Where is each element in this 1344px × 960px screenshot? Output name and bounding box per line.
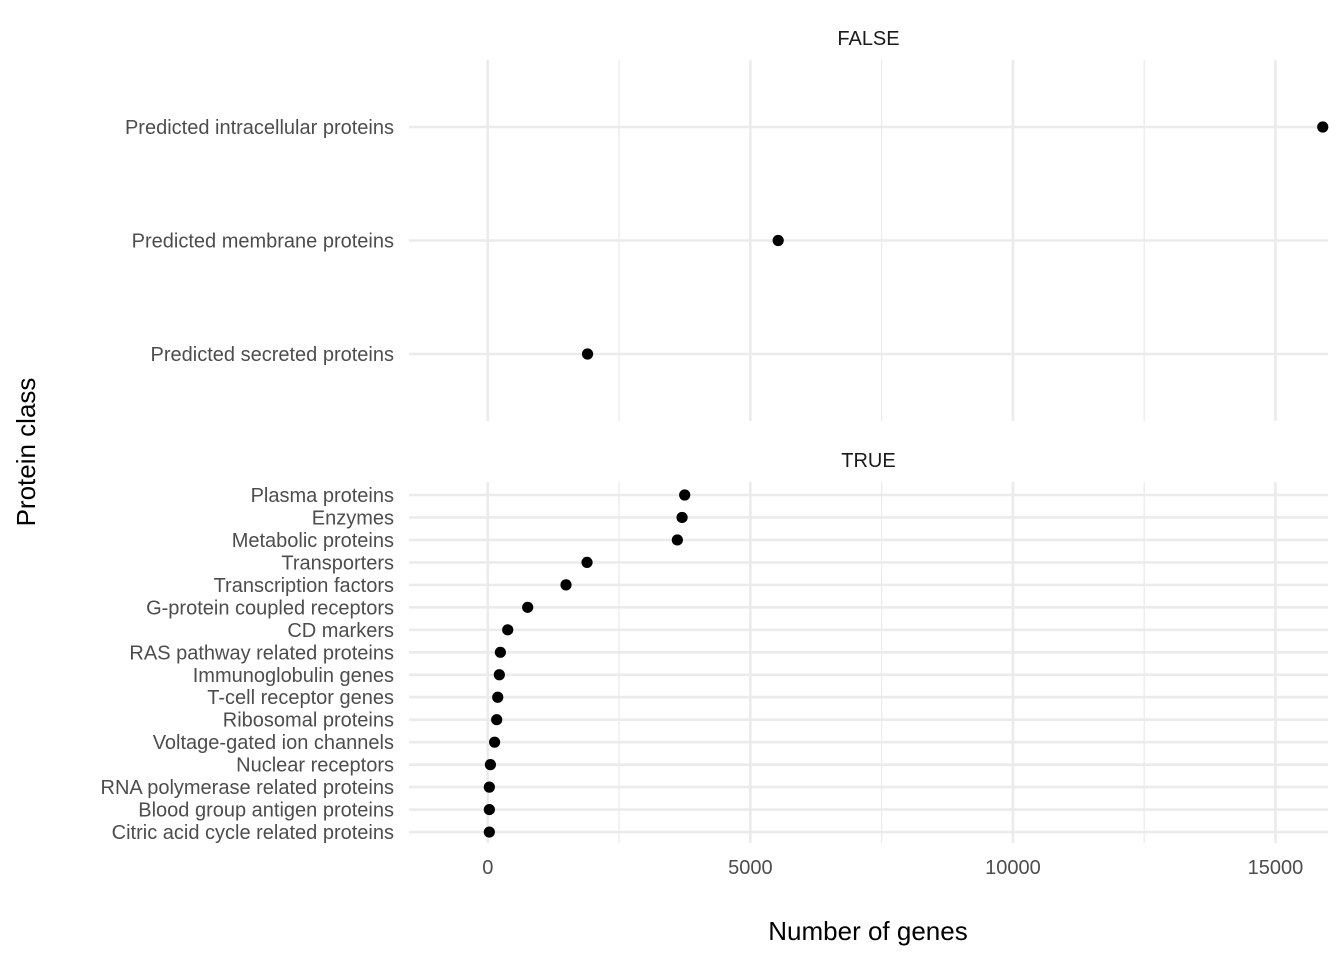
y-tick-label: CD markers bbox=[287, 620, 394, 642]
y-tick-label: G-protein coupled receptors bbox=[146, 597, 394, 619]
y-tick-label: Predicted intracellular proteins bbox=[125, 117, 394, 139]
y-tick-label: Metabolic proteins bbox=[232, 530, 394, 552]
x-tick-label: 0 bbox=[482, 857, 493, 879]
data-point bbox=[492, 691, 504, 703]
data-point bbox=[483, 781, 495, 793]
data-point bbox=[488, 736, 501, 748]
y-tick-label: Nuclear receptors bbox=[236, 755, 394, 777]
strip-label-false: FALSE bbox=[837, 28, 899, 50]
y-axis-title: Protein class bbox=[11, 378, 41, 527]
data-point bbox=[560, 579, 572, 591]
data-point bbox=[491, 714, 503, 726]
data-point bbox=[671, 534, 683, 546]
data-point bbox=[494, 646, 506, 658]
y-tick-label: Voltage-gated ion channels bbox=[153, 732, 394, 754]
y-tick-label: Blood group antigen proteins bbox=[138, 800, 394, 822]
y-tick-label: Transporters bbox=[281, 552, 394, 574]
data-point bbox=[483, 803, 495, 816]
x-axis: 0 5000 10000 15000 bbox=[482, 857, 1303, 879]
data-point bbox=[493, 669, 505, 681]
y-tick-label: Predicted membrane proteins bbox=[132, 231, 394, 253]
y-tick-label: Ribosomal proteins bbox=[223, 710, 394, 732]
data-point bbox=[522, 601, 534, 613]
y-tick-label: Plasma proteins bbox=[251, 485, 394, 507]
y-tick-label: T-cell receptor genes bbox=[207, 687, 394, 709]
y-tick-label: Transcription factors bbox=[214, 575, 394, 597]
data-point bbox=[484, 759, 496, 771]
data-point bbox=[483, 826, 495, 838]
y-tick-label: Citric acid cycle related proteins bbox=[112, 822, 394, 844]
data-point bbox=[581, 348, 594, 360]
data-point bbox=[1317, 121, 1329, 133]
data-point bbox=[676, 511, 688, 524]
y-tick-label: Predicted secreted proteins bbox=[151, 344, 394, 366]
strip-label-true: TRUE bbox=[841, 450, 895, 472]
x-tick-label: 10000 bbox=[985, 857, 1041, 879]
data-point bbox=[772, 234, 784, 247]
x-axis-title: Number of genes bbox=[768, 916, 967, 946]
data-point bbox=[502, 624, 514, 636]
x-tick-label: 5000 bbox=[728, 857, 773, 879]
data-point bbox=[679, 489, 691, 501]
y-tick-label: RAS pathway related proteins bbox=[129, 642, 394, 664]
y-tick-label: Immunoglobulin genes bbox=[193, 665, 394, 687]
y-tick-label: Enzymes bbox=[312, 507, 394, 529]
data-point bbox=[581, 556, 593, 569]
y-tick-label: RNA polymerase related proteins bbox=[101, 777, 394, 799]
panel-false: FALSE Predicted intracellular proteins Pre… bbox=[125, 28, 1329, 421]
x-tick-label: 15000 bbox=[1248, 857, 1304, 879]
